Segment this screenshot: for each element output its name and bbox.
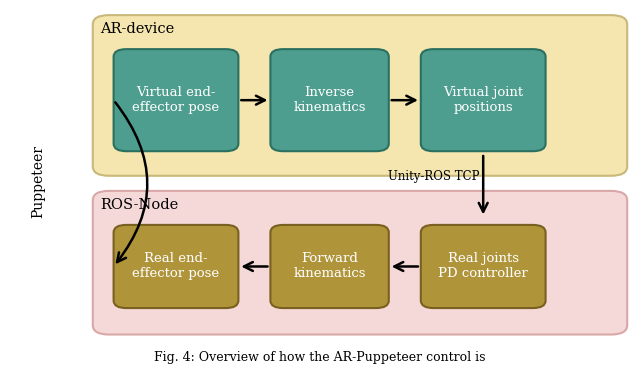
FancyBboxPatch shape	[421, 225, 545, 308]
Text: Real end-
effector pose: Real end- effector pose	[132, 253, 220, 280]
FancyBboxPatch shape	[93, 15, 627, 176]
FancyBboxPatch shape	[114, 225, 239, 308]
FancyBboxPatch shape	[270, 49, 388, 151]
FancyBboxPatch shape	[93, 191, 627, 335]
Text: Puppeteer: Puppeteer	[31, 145, 45, 218]
Text: ROS-Node: ROS-Node	[100, 198, 179, 212]
Text: Unity-ROS TCP: Unity-ROS TCP	[388, 170, 480, 183]
FancyArrowPatch shape	[115, 102, 147, 262]
Text: AR-device: AR-device	[100, 22, 175, 36]
FancyBboxPatch shape	[114, 49, 239, 151]
Text: Inverse
kinematics: Inverse kinematics	[293, 86, 366, 114]
Text: Virtual end-
effector pose: Virtual end- effector pose	[132, 86, 220, 114]
Text: Forward
kinematics: Forward kinematics	[293, 253, 366, 280]
Text: Real joints
PD controller: Real joints PD controller	[438, 253, 528, 280]
Text: Virtual joint
positions: Virtual joint positions	[443, 86, 524, 114]
FancyBboxPatch shape	[421, 49, 545, 151]
FancyBboxPatch shape	[270, 225, 388, 308]
Text: Fig. 4: Overview of how the AR-Puppeteer control is: Fig. 4: Overview of how the AR-Puppeteer…	[154, 351, 486, 364]
